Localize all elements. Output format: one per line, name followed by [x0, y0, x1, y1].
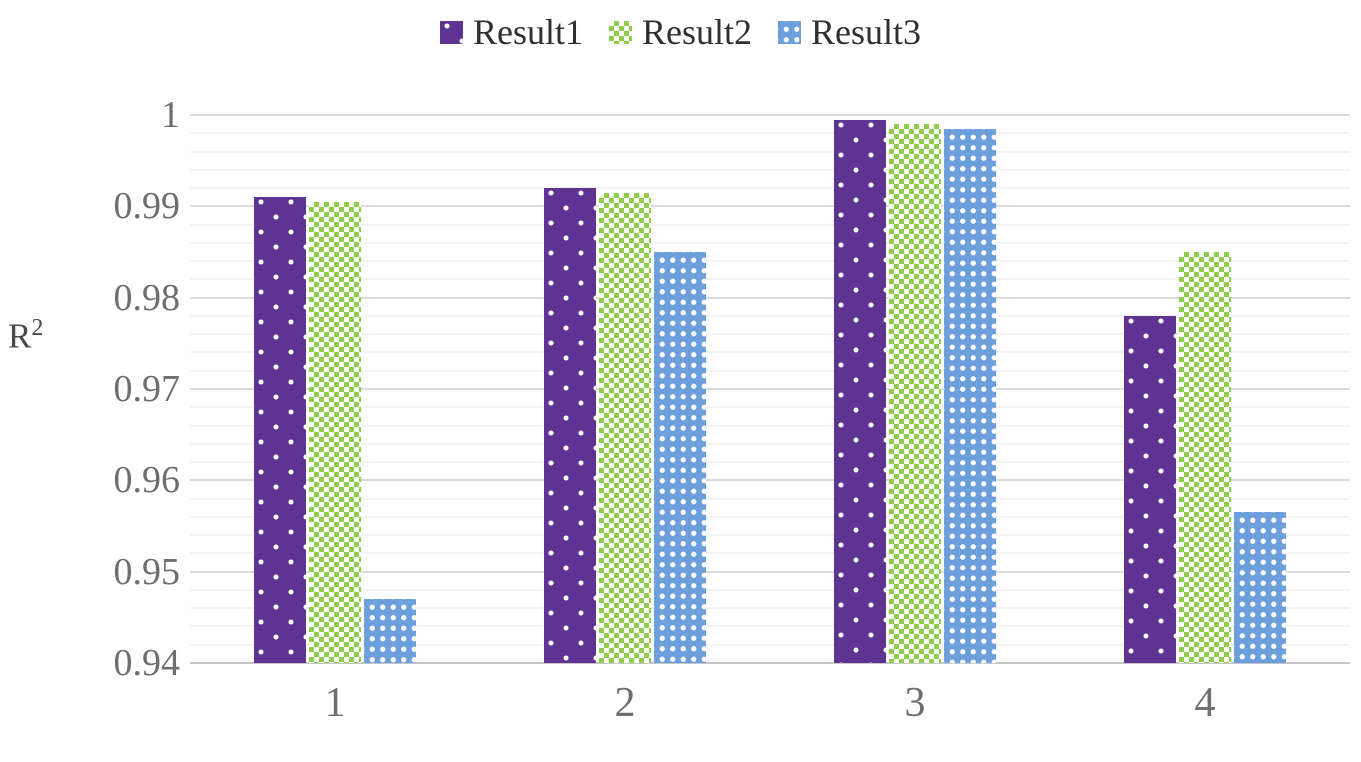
legend-label-result3: Result3: [811, 12, 922, 52]
gridline-minor: [190, 534, 1350, 537]
bars: [190, 115, 1350, 663]
x-tick-label: 4: [1194, 680, 1216, 726]
bar-result3-cat1: [364, 599, 416, 663]
gridline-minor: [190, 241, 1350, 244]
y-tick-label: 0.99: [113, 185, 181, 228]
y-tick-label: 0.96: [113, 459, 181, 502]
y-tick-label: 0.94: [113, 642, 181, 684]
gridline-minor: [190, 461, 1350, 464]
y-tick-label: 0.98: [113, 276, 181, 319]
gridline-minor: [190, 552, 1350, 555]
x-tick-label: 1: [324, 680, 346, 726]
legend-item-result2: Result2: [608, 12, 752, 52]
gridline-minor: [190, 314, 1350, 317]
bar-result2-cat2: [599, 192, 651, 663]
bar-result2-cat4: [1179, 252, 1231, 663]
bar-result1-cat3: [834, 119, 886, 663]
legend-item-result3: Result3: [778, 14, 921, 50]
gridline-minor: [190, 168, 1350, 171]
plot-area: [190, 114, 1350, 664]
gridline-major: [190, 114, 1350, 116]
gridline-minor: [190, 369, 1350, 372]
x-axis-ticks: 1 2 3 4: [190, 682, 1350, 724]
gridline-minor: [190, 150, 1350, 153]
bar-result2-cat1: [309, 201, 361, 663]
gridline-minor: [190, 643, 1350, 646]
gridline-minor: [190, 588, 1350, 591]
y-axis-title-sup: 2: [31, 315, 44, 341]
gridline-minor: [190, 497, 1350, 500]
gridline-major: [190, 296, 1350, 299]
y-tick-label: 1: [161, 94, 180, 136]
legend-swatch-result1-icon: [439, 20, 463, 44]
x-tick-label: 3: [904, 680, 926, 726]
gridline-major: [190, 479, 1350, 482]
bar-result2-cat3: [889, 124, 941, 663]
gridline-minor: [190, 351, 1350, 354]
gridline-major: [190, 388, 1350, 390]
gridline-minor: [190, 278, 1350, 281]
bar-group-1: [254, 197, 416, 663]
x-axis-line: [190, 662, 1350, 664]
gridline-major: [190, 570, 1350, 573]
y-axis-title: R2: [8, 316, 43, 354]
bar-group-2: [544, 188, 706, 663]
bar-result3-cat4: [1234, 512, 1286, 663]
legend-swatch-result3-icon: [778, 20, 801, 44]
bar-result1-cat2: [544, 188, 596, 663]
y-tick-label: 0.95: [113, 550, 181, 593]
y-axis-title-base: R: [8, 316, 32, 356]
y-axis-ticks: 1 0.99 0.98 0.97 0.96 0.95 0.94: [0, 96, 181, 682]
legend-label-result2: Result2: [641, 12, 752, 52]
gridline-minor: [190, 223, 1350, 226]
legend-item-result1: Result1: [439, 12, 583, 52]
gridline-minor: [190, 625, 1350, 628]
legend: Result1 Result2 Result3: [0, 8, 1361, 56]
legend-label-result1: Result1: [472, 12, 583, 52]
gridline-minor: [190, 260, 1350, 263]
gridline-minor: [190, 424, 1350, 427]
bar-group-4: [1124, 252, 1286, 663]
gridline-minor: [190, 132, 1350, 135]
gridline-minor: [190, 333, 1350, 336]
gridline-minor: [190, 607, 1350, 610]
bar-result3-cat3: [944, 128, 996, 663]
gridline-minor: [190, 515, 1350, 518]
bar-result3-cat2: [654, 252, 706, 663]
bar-result1-cat1: [254, 197, 306, 663]
bar-group-3: [834, 119, 996, 663]
y-tick-label: 0.97: [113, 368, 181, 410]
gridline-minor: [190, 187, 1350, 190]
gridline-minor: [190, 442, 1350, 445]
x-tick-label: 2: [614, 680, 636, 726]
gridline-major: [190, 205, 1350, 208]
gridline-minor: [190, 406, 1350, 409]
gridlines: [190, 114, 1350, 664]
legend-swatch-result2-icon: [608, 20, 632, 44]
bar-result1-cat4: [1124, 315, 1176, 663]
